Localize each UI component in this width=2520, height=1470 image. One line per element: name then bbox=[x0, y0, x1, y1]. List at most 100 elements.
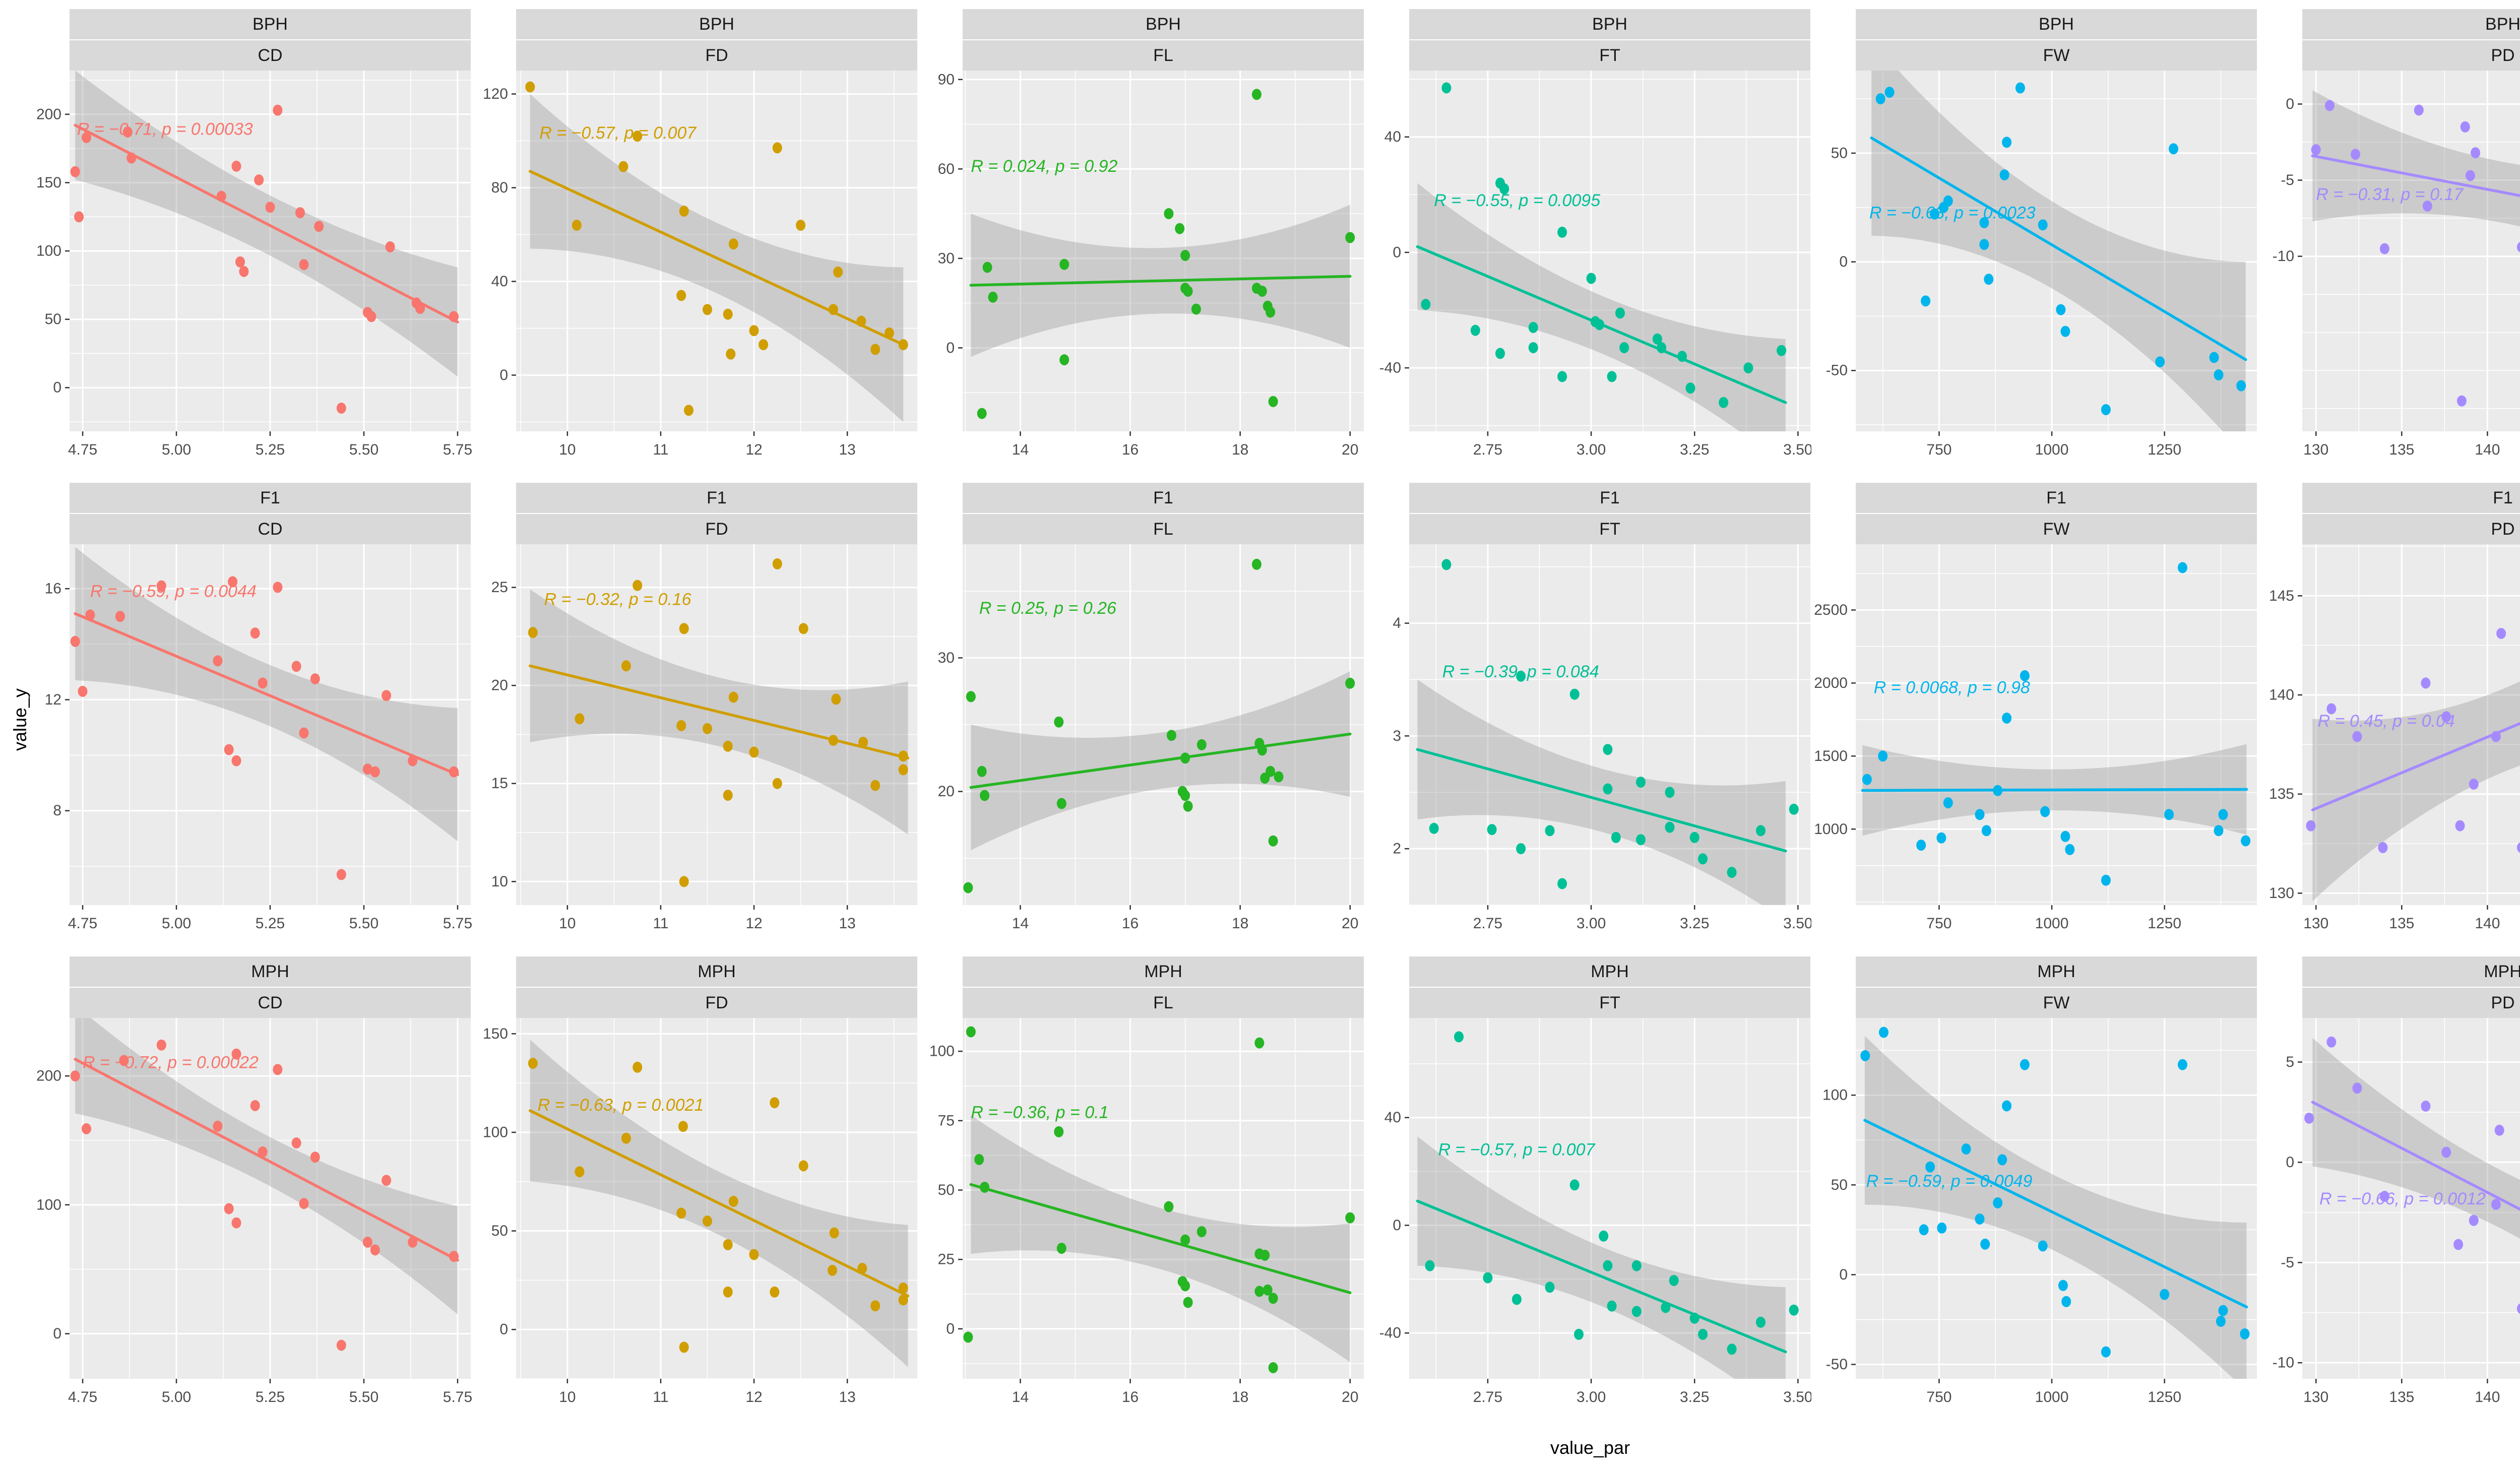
data-point bbox=[1943, 195, 1953, 207]
data-point bbox=[831, 693, 841, 705]
data-point bbox=[2038, 1240, 2048, 1252]
data-point bbox=[1054, 1126, 1064, 1137]
data-point bbox=[870, 1300, 880, 1312]
y-tick-label: 1000 bbox=[1814, 821, 1848, 838]
data-point bbox=[2441, 711, 2451, 723]
data-point bbox=[856, 315, 866, 327]
data-point bbox=[1574, 1328, 1584, 1340]
x-tick-label: 11 bbox=[653, 915, 668, 932]
data-point bbox=[370, 766, 380, 778]
facet-strip-col bbox=[1409, 988, 1810, 1018]
facet-strip-row-label: F1 bbox=[260, 488, 280, 507]
x-tick-label: 3.50 bbox=[1783, 1389, 1811, 1405]
correlation-annotation: R = 0.024, p = 0.92 bbox=[971, 157, 1117, 176]
y-tick-label: 15 bbox=[491, 775, 508, 792]
x-tick-label: 16 bbox=[1122, 915, 1139, 932]
facet-strip-col-label: FT bbox=[1599, 993, 1620, 1012]
x-tick-label: 140 bbox=[2475, 441, 2500, 458]
data-point bbox=[1930, 208, 1939, 220]
y-tick-label: 0 bbox=[1839, 253, 1848, 270]
data-point bbox=[1981, 825, 1991, 837]
data-point bbox=[70, 1070, 80, 1082]
facet-strip-row-label: F1 bbox=[2046, 488, 2066, 507]
data-point bbox=[2164, 809, 2174, 820]
data-point bbox=[528, 1058, 538, 1069]
data-point bbox=[1878, 750, 1888, 762]
facet-strip-row bbox=[963, 9, 1364, 39]
facet-strip-row bbox=[70, 9, 471, 39]
data-point bbox=[314, 221, 324, 232]
panel-F1-CD: F1 CD R = −0.59, p = 0.0044 8 12 16 4.75 5.00 5.… bbox=[25, 483, 472, 951]
data-point bbox=[2516, 1303, 2520, 1314]
regression-line bbox=[2311, 722, 2520, 811]
x-tick-label: 5.25 bbox=[256, 1389, 285, 1405]
data-point bbox=[1975, 809, 1985, 820]
y-tick-label: 0 bbox=[946, 1320, 955, 1337]
y-tick-label: 0 bbox=[53, 379, 61, 396]
correlation-annotation: R = −0.59, p = 0.0049 bbox=[1866, 1172, 2033, 1191]
data-point bbox=[1180, 1234, 1190, 1246]
data-point bbox=[1916, 840, 1926, 851]
data-point bbox=[575, 1166, 585, 1178]
data-point bbox=[1999, 169, 2009, 180]
data-point bbox=[2040, 806, 2050, 817]
data-point bbox=[415, 302, 425, 314]
y-tick-label: 100 bbox=[36, 243, 61, 260]
x-tick-label: 5.75 bbox=[443, 1389, 472, 1405]
data-point bbox=[366, 311, 376, 323]
panel-svg-MPH-FW: MPH FW R = −0.59, p = 0.0049 -50 0 50 100 750 10… bbox=[1822, 956, 2257, 1405]
data-point bbox=[295, 207, 305, 219]
data-point bbox=[370, 1244, 380, 1256]
points-layer bbox=[1425, 1031, 1799, 1355]
panel-F1-FD: F1 FD R = −0.32, p = 0.16 10 15 20 25 10 11 12 13 bbox=[472, 483, 918, 951]
data-point bbox=[1257, 285, 1267, 297]
x-tick-label: 135 bbox=[2389, 1389, 2414, 1405]
data-point bbox=[1665, 821, 1675, 833]
y-tick-label: 1500 bbox=[1814, 748, 1848, 764]
x-tick-label: 4.75 bbox=[68, 915, 97, 932]
correlation-annotation: R = 0.45, p = 0.04 bbox=[2318, 712, 2455, 731]
data-point bbox=[1652, 333, 1662, 345]
data-point bbox=[1756, 1316, 1766, 1328]
y-tick-label: 0 bbox=[946, 340, 955, 356]
data-point bbox=[1516, 670, 1526, 682]
data-point bbox=[82, 132, 91, 143]
facet-strip-col-label: PD bbox=[2491, 520, 2514, 539]
data-point bbox=[2516, 842, 2520, 853]
data-point bbox=[291, 661, 301, 672]
data-point bbox=[2177, 562, 2187, 573]
data-point bbox=[1698, 853, 1708, 865]
data-point bbox=[1251, 89, 1262, 100]
y-tick-label: 0 bbox=[53, 1325, 61, 1342]
data-point bbox=[723, 1239, 733, 1250]
x-tick-label: 14 bbox=[1012, 441, 1029, 458]
data-point bbox=[216, 190, 226, 202]
data-point bbox=[231, 160, 241, 172]
data-point bbox=[1631, 1260, 1642, 1271]
data-point bbox=[1516, 843, 1526, 855]
data-point bbox=[1557, 878, 1567, 889]
facet-strip-col-label: FL bbox=[1153, 993, 1173, 1012]
data-point bbox=[362, 1236, 372, 1248]
data-point bbox=[528, 627, 538, 638]
data-point bbox=[2060, 830, 2070, 842]
y-tick-label: 40 bbox=[1384, 1109, 1401, 1126]
data-point bbox=[1180, 752, 1190, 764]
x-tick-label: 3.25 bbox=[1680, 915, 1709, 932]
y-tick-label: 145 bbox=[2269, 588, 2294, 604]
data-point bbox=[231, 1048, 241, 1060]
data-point bbox=[828, 735, 838, 746]
data-point bbox=[273, 1064, 283, 1075]
facet-strip-col bbox=[2302, 988, 2520, 1018]
data-point bbox=[82, 1123, 91, 1134]
data-point bbox=[633, 1061, 643, 1073]
facet-strip-col bbox=[963, 40, 1364, 71]
data-point bbox=[703, 723, 712, 734]
data-point bbox=[239, 266, 249, 277]
data-point bbox=[1603, 783, 1613, 795]
x-tick-label: 3.50 bbox=[1783, 441, 1811, 458]
data-point bbox=[977, 765, 987, 777]
x-tick-label: 14 bbox=[1012, 1389, 1029, 1405]
data-point bbox=[2421, 1101, 2431, 1112]
